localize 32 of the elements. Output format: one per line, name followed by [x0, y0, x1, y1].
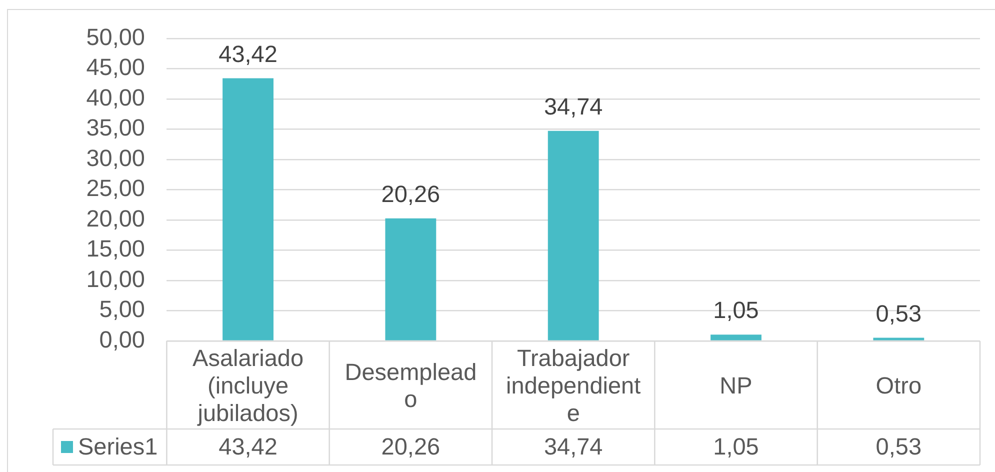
y-tick-label: 15,00: [86, 236, 145, 262]
y-tick-label: 30,00: [86, 144, 145, 171]
bar: [222, 78, 274, 340]
y-tick-label: 35,00: [86, 114, 145, 141]
y-tick-label: 25,00: [86, 175, 145, 202]
x-tick-label: Trabajador independiente: [506, 345, 642, 426]
text: 43,42: [218, 40, 278, 67]
y-tick-label: 45,00: [86, 54, 145, 80]
legend-label: Series1: [78, 433, 158, 460]
text: 1,05: [713, 297, 759, 324]
x-tick-label: Asalariado (incluye jubilados): [192, 345, 304, 426]
data-label: 34,74: [544, 433, 603, 460]
x-tick-label: Otro: [876, 372, 922, 398]
bar: [385, 218, 436, 340]
y-tick-label: 10,00: [86, 266, 145, 292]
text: 20,26: [381, 180, 440, 207]
x-tick-label: NP: [720, 372, 752, 398]
bar: [873, 338, 924, 340]
data-label: 0,53: [876, 433, 922, 460]
y-tick-label: 5,00: [99, 296, 145, 322]
y-tick-label: 40,00: [86, 84, 145, 110]
y-tick-label: 20,00: [86, 205, 145, 232]
x-tick-label: Desempleado: [344, 358, 477, 412]
y-tick-label: 0,00: [99, 326, 145, 352]
bar: [548, 130, 599, 340]
data-label: 20,26: [381, 433, 440, 460]
bar: [710, 334, 762, 340]
y-tick-label: 50,00: [86, 24, 145, 50]
text: 0,53: [876, 300, 922, 326]
data-label: 43,42: [218, 433, 278, 460]
data-label: 1,05: [713, 433, 759, 460]
text: 34,74: [544, 93, 603, 120]
